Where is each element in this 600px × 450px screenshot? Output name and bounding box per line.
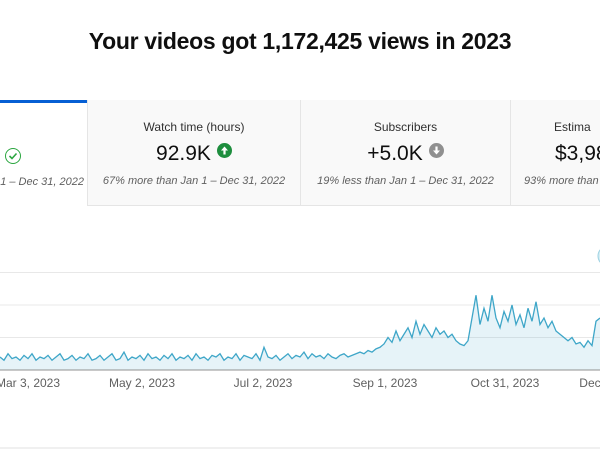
x-tick-label: Oct 31, 2023 xyxy=(471,376,540,390)
comparison: 19% less than Jan 1 – Dec 31, 2022 xyxy=(317,175,494,187)
area xyxy=(0,295,600,370)
down-icon xyxy=(428,143,444,158)
title: Your videos got 1,172,425 views in 2023 xyxy=(88,28,512,54)
up-icon xyxy=(216,143,232,158)
revenue-card[interactable]: Estima $3,98 93% more than xyxy=(510,100,600,206)
card-label: Watch time (hours) xyxy=(143,120,245,134)
watch-time-card[interactable]: Watch time (hours) 92.9K 67% more than J… xyxy=(87,100,300,206)
card-value-row: 92.9K xyxy=(88,142,300,166)
card-value: +5.0K xyxy=(367,142,423,165)
check-icon xyxy=(5,148,21,164)
x-tick-label: Mar 3, 2023 xyxy=(0,376,60,390)
card-label: Subscribers xyxy=(373,120,438,134)
comparison: 67% more than Jan 1 – Dec 31, 2022 xyxy=(102,175,286,187)
card-value: $3,98 xyxy=(555,142,600,165)
line xyxy=(0,295,600,362)
comparison: 93% more than xyxy=(524,175,599,187)
card-label: Estima xyxy=(554,120,591,134)
card-value: 92.9K xyxy=(156,142,211,165)
x-tick-label: Jul 2, 2023 xyxy=(234,376,293,390)
card-value-row: +5.0K xyxy=(301,142,510,166)
subscribers-card[interactable]: Subscribers +5.0K 19% less than Jan 1 – … xyxy=(300,100,510,206)
x-tick-label: Sep 1, 2023 xyxy=(353,376,418,390)
x-tick-label: Dec 30, 2023 xyxy=(579,376,600,390)
views-card[interactable]: 1 – Dec 31, 2022 xyxy=(0,100,87,206)
comparison: 1 – Dec 31, 2022 xyxy=(0,176,84,188)
x-tick-label: May 2, 2023 xyxy=(109,376,175,390)
